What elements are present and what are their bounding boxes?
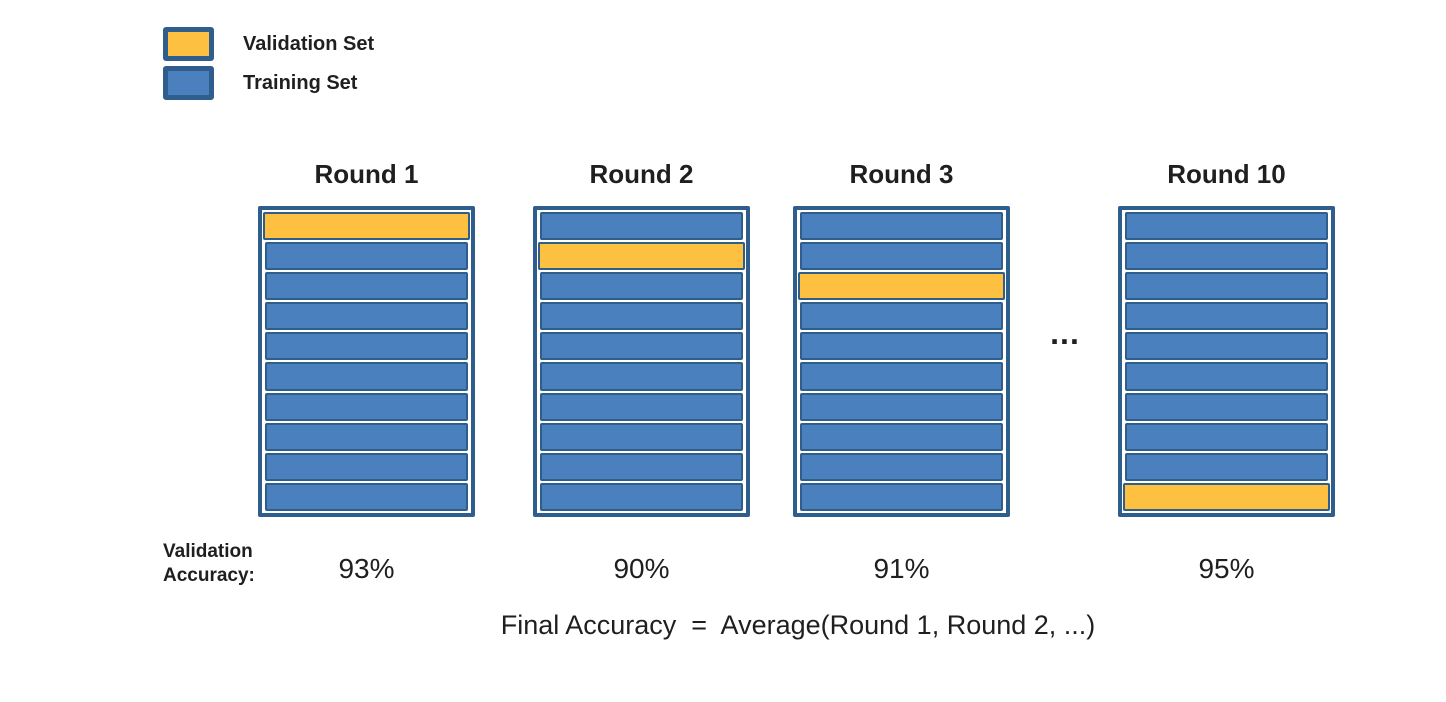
training-fold	[265, 452, 468, 481]
validation-fold	[263, 212, 470, 241]
training-fold	[540, 392, 743, 421]
validation-fold	[538, 242, 745, 271]
validation-set-swatch-icon	[163, 27, 214, 61]
training-fold	[1125, 452, 1328, 481]
fold-stack	[533, 206, 750, 517]
training-fold	[1125, 392, 1328, 421]
validation-fold	[1123, 482, 1330, 511]
training-fold	[265, 422, 468, 451]
training-fold	[265, 302, 468, 331]
legend-label-training: Training Set	[243, 72, 358, 94]
training-fold	[540, 212, 743, 241]
training-fold	[540, 302, 743, 331]
training-fold	[800, 362, 1003, 391]
training-fold	[265, 242, 468, 271]
training-fold	[1125, 242, 1328, 271]
training-fold	[1125, 362, 1328, 391]
training-fold	[800, 452, 1003, 481]
training-fold	[265, 392, 468, 421]
training-fold	[265, 482, 468, 511]
training-fold	[1125, 302, 1328, 331]
round-column-2: Round 2 90%	[533, 156, 750, 585]
legend: Validation Set Training Set	[163, 27, 374, 105]
training-set-swatch-icon	[163, 66, 214, 100]
legend-item-training: Training Set	[163, 66, 374, 100]
fold-stack	[258, 206, 475, 517]
final-accuracy-formula: Final Accuracy = Average(Round 1, Round …	[500, 610, 1096, 640]
round-title: Round 3	[849, 159, 954, 189]
legend-item-validation: Validation Set	[163, 27, 374, 61]
round-column-1: Round 1 93%	[258, 156, 475, 585]
training-fold	[800, 332, 1003, 361]
fold-stack	[1118, 206, 1335, 517]
training-fold	[800, 212, 1003, 241]
legend-label-validation: Validation Set	[243, 33, 375, 55]
round-title: Round 2	[589, 159, 694, 189]
validation-accuracy-label: Validation Accuracy:	[163, 541, 255, 586]
validation-fold	[798, 272, 1005, 301]
training-fold	[1125, 332, 1328, 361]
training-fold	[540, 362, 743, 391]
training-fold	[540, 452, 743, 481]
round-column-10: Round 10 95%	[1118, 156, 1335, 585]
round-accuracy: 90%	[613, 553, 670, 584]
training-fold	[1125, 212, 1328, 241]
training-fold	[800, 482, 1003, 511]
training-fold	[800, 302, 1003, 331]
training-fold	[800, 422, 1003, 451]
training-fold	[265, 272, 468, 301]
training-fold	[265, 332, 468, 361]
round-title: Round 10	[1167, 159, 1286, 189]
training-fold	[800, 392, 1003, 421]
fold-stack	[793, 206, 1010, 517]
round-accuracy: 93%	[338, 553, 395, 584]
round-title: Round 1	[314, 159, 419, 189]
ellipsis: ...	[1050, 315, 1080, 351]
round-accuracy: 95%	[1198, 553, 1255, 584]
training-fold	[540, 422, 743, 451]
round-accuracy: 91%	[873, 553, 930, 584]
round-column-3: Round 3 91%	[793, 156, 1010, 585]
training-fold	[540, 482, 743, 511]
training-fold	[1125, 422, 1328, 451]
training-fold	[1125, 272, 1328, 301]
training-fold	[800, 242, 1003, 271]
training-fold	[540, 272, 743, 301]
training-fold	[265, 362, 468, 391]
training-fold	[540, 332, 743, 361]
